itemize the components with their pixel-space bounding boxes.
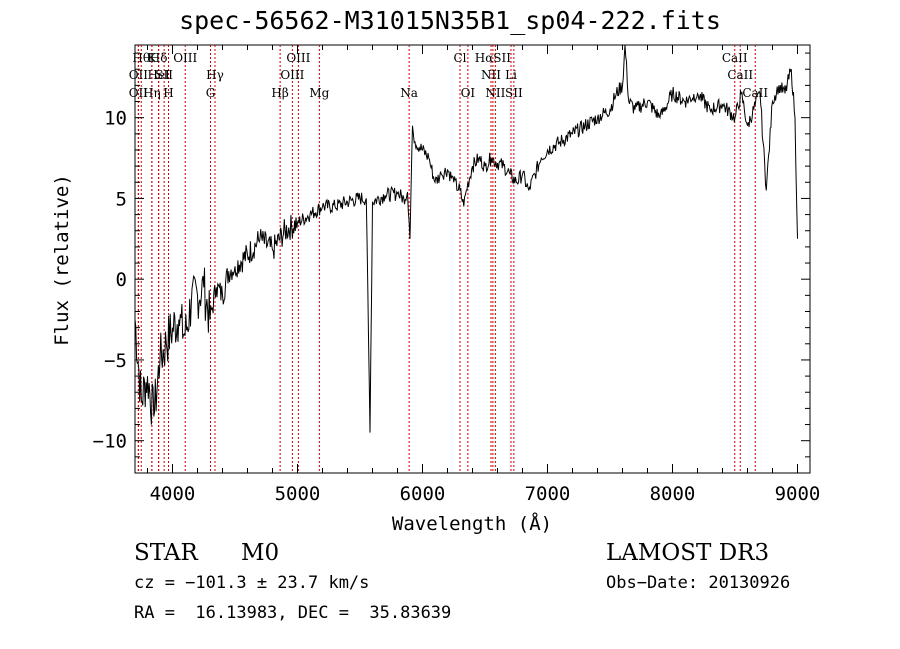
x-tick-label: 9000 (775, 483, 821, 505)
line-marker-label: Li (505, 68, 517, 82)
x-tick-label: 8000 (650, 483, 696, 505)
line-marker-label: OIII (173, 51, 197, 65)
line-marker-label: NII (485, 86, 505, 100)
line-marker-label: CaII (727, 68, 753, 82)
x-tick-label: 4000 (150, 483, 196, 505)
line-marker-label: OIII (286, 51, 310, 65)
line-marker-label: OIII (280, 68, 304, 82)
line-marker-label: OII (129, 68, 149, 82)
line-marker-label: Hγ (206, 68, 224, 82)
spectrum-line (134, 44, 798, 433)
line-markers (137, 45, 756, 473)
object-class: STAR (134, 540, 198, 566)
line-marker-label: NII (481, 68, 501, 82)
line-marker-label: Hδ (150, 51, 168, 65)
chart-title: spec-56562-M31015N35B1_sp04-222.fits (179, 6, 721, 35)
line-marker-label: CaII (722, 51, 748, 65)
line-marker-label: Hβ (271, 86, 288, 100)
y-tick-label: 5 (116, 188, 127, 210)
line-marker-label: HαSII (475, 51, 512, 65)
y-axis: −10 −5 0 5 10 (93, 52, 810, 474)
line-marker-label: CaII (742, 86, 768, 100)
line-marker-label: Mg (309, 86, 329, 100)
line-marker-label: Hη (143, 86, 161, 100)
line-marker-label: Na (400, 86, 418, 100)
observation-date: Obs−Date: 20130926 (606, 573, 791, 593)
y-tick-label: −5 (104, 350, 127, 372)
object-subclass: M0 (241, 540, 280, 566)
line-marker-label: SII (155, 68, 173, 82)
coordinates: RA = 16.13983, DEC = 35.83639 (134, 603, 452, 623)
x-tick-label: 5000 (275, 483, 321, 505)
line-marker-label: OII (129, 86, 149, 100)
y-axis-label: Flux (relative) (51, 174, 73, 346)
x-tick-label: 6000 (400, 483, 446, 505)
x-axis-label: Wavelength (Å) (392, 512, 552, 535)
line-marker-label: OI (461, 86, 476, 100)
x-axis: 4000 5000 6000 7000 8000 9000 (147, 45, 821, 505)
survey-name: LAMOST DR3 (606, 540, 770, 566)
line-marker-label: HeI (147, 68, 170, 82)
line-marker-label: Cl (453, 51, 466, 65)
redshift-value: cz = −101.3 ± 23.7 km/s (134, 573, 370, 593)
line-marker-label: G (206, 86, 216, 100)
plot-frame (134, 44, 811, 474)
y-tick-label: 10 (104, 108, 127, 130)
line-marker-label: Hθ (132, 51, 150, 65)
y-tick-label: −10 (93, 431, 127, 453)
line-marker-label: SII (505, 86, 523, 100)
y-tick-label: 0 (116, 269, 127, 291)
line-marker-label: H (163, 86, 173, 100)
line-marker-label: K (147, 51, 157, 65)
x-tick-label: 7000 (525, 483, 571, 505)
